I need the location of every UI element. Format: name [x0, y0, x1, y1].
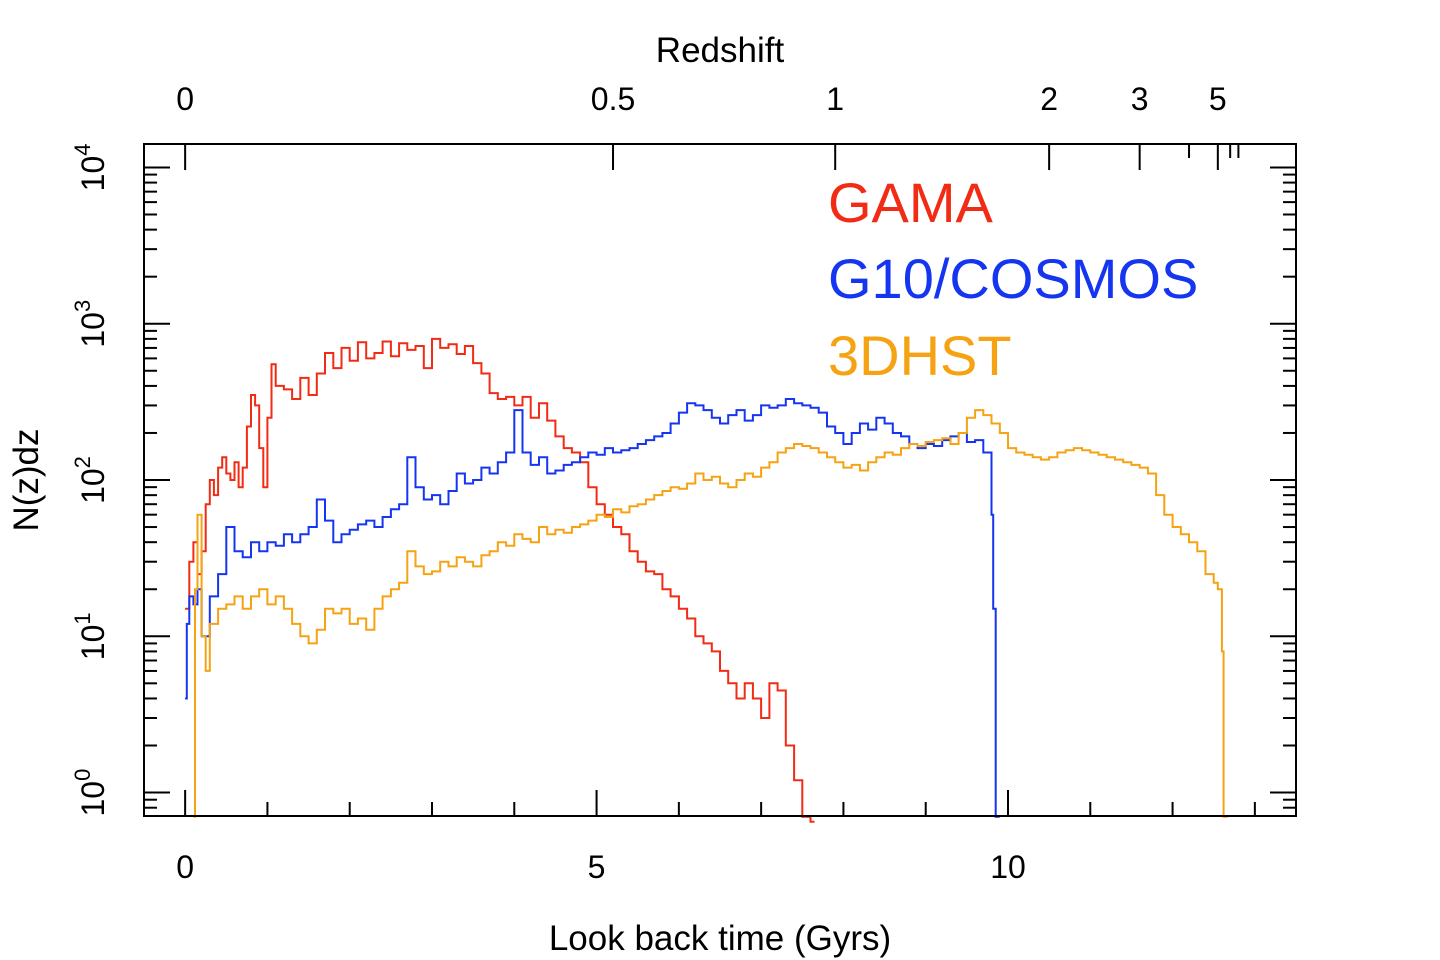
top-tick-label: 0.5 [591, 81, 635, 117]
series-line-3dhst [193, 409, 1228, 818]
ticks-layer [144, 144, 1296, 816]
y-tick-label: 103 [70, 300, 111, 348]
top-tick-label: 1 [826, 81, 844, 117]
y-tick-label: 100 [70, 769, 111, 817]
x-axis-title: Look back time (Gyrs) [549, 919, 891, 958]
y-tick-label: 102 [70, 456, 111, 504]
legend-entry-g10-cosmos: G10/COSMOS [828, 247, 1198, 310]
top-axis-title: Redshift [656, 31, 785, 70]
x-tick-label: 10 [990, 849, 1026, 885]
series-line-g10-cosmos [185, 398, 1000, 818]
legend-entry-gama: GAMA [828, 171, 994, 234]
y-axis-title: N(z)dz [7, 428, 46, 531]
legend: GAMA G10/COSMOS 3DHST [828, 171, 1198, 387]
y-tick-label: 101 [70, 612, 111, 660]
x-tick-label: 0 [176, 849, 194, 885]
series-layer [185, 337, 1228, 823]
top-tick-label: 3 [1131, 81, 1149, 117]
top-tick-label: 2 [1040, 81, 1058, 117]
top-tick-label: 5 [1209, 81, 1227, 117]
top-tick-label: 0 [176, 81, 194, 117]
x-tick-label: 5 [588, 849, 606, 885]
series-line-gama [185, 337, 815, 823]
legend-entry-3dhst: 3DHST [828, 324, 1012, 387]
y-tick-label: 104 [70, 143, 111, 191]
